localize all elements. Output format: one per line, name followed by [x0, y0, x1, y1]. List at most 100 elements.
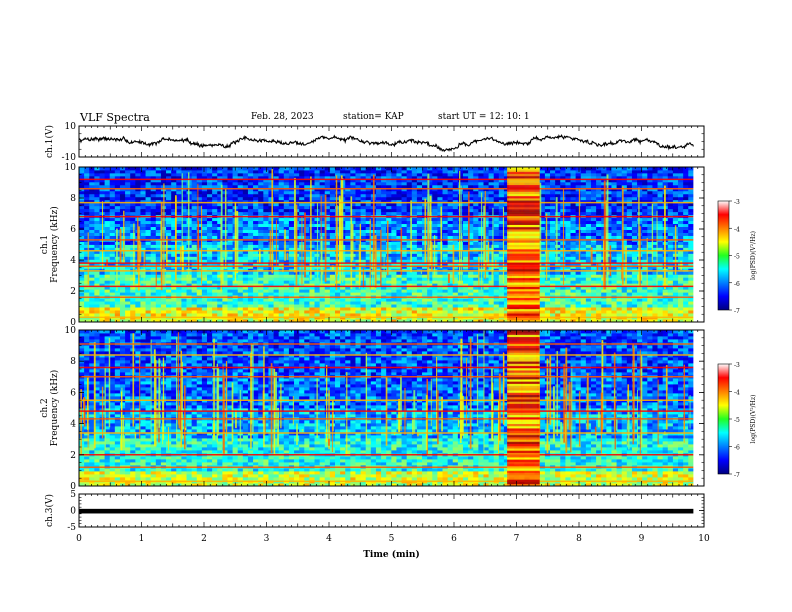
spectrogram-cell: [396, 286, 402, 290]
spectrogram-cell: [268, 262, 274, 266]
spectrogram-cell: [437, 223, 443, 228]
spectrogram-cell: [411, 208, 418, 213]
spectrogram-cell: [212, 202, 218, 207]
spectrogram-cell: [155, 271, 162, 275]
spectrogram-cell: [125, 283, 131, 287]
spectrogram-cell: [391, 217, 397, 222]
spectrogram-cell: [447, 241, 454, 245]
spectrogram-cell: [263, 313, 269, 317]
spectrogram-cell: [626, 301, 633, 305]
spectrogram-cell: [294, 313, 300, 317]
spectrogram-cell: [299, 208, 305, 213]
spectrogram-cell: [657, 223, 664, 228]
spectrogram-cell: [309, 313, 315, 317]
spectrogram-cell: [309, 256, 315, 260]
spectrogram-cell: [678, 208, 684, 213]
spectrogram-cell: [237, 256, 244, 260]
spectrogram-cell: [109, 265, 116, 269]
spectrogram-cell: [166, 289, 172, 293]
spectrogram-cell: [488, 268, 495, 272]
spectrogram-cell: [140, 292, 146, 296]
spectrogram-cell: [442, 235, 449, 239]
spectrogram-cell: [642, 280, 648, 284]
spectrogram-cell: [309, 226, 315, 230]
spectrogram-cell: [206, 289, 213, 293]
spectrogram-cell: [596, 280, 602, 284]
spectrogram-cell: [488, 304, 495, 308]
spectrogram-cell: [462, 310, 469, 314]
spectrogram-cell: [616, 253, 623, 257]
spectrogram-cell: [237, 259, 244, 263]
spectrogram-cell: [135, 298, 141, 302]
spectrogram-cell: [657, 301, 664, 305]
spectrogram-cell: [206, 286, 213, 290]
spectrogram-cell: [319, 301, 326, 305]
spectrogram-cell: [130, 307, 136, 311]
spectrogram-cell: [370, 283, 377, 287]
spectrogram-cell: [227, 220, 233, 225]
spectrogram-cell: [130, 229, 136, 233]
spectrogram-cell: [391, 223, 397, 228]
spectrogram-cell: [437, 286, 443, 290]
spectrogram-cell: [570, 241, 577, 245]
spectrogram-cell: [596, 301, 602, 305]
spectrogram-cell: [483, 226, 489, 230]
spectrogram-cell: [176, 271, 182, 275]
spectrogram-cell: [657, 268, 664, 272]
spectrogram-cell: [396, 313, 402, 317]
spectrogram-cell: [539, 271, 546, 275]
spectrogram-cell: [273, 280, 280, 284]
spectrogram-cell: [222, 274, 228, 278]
spectrogram-cell: [119, 202, 126, 207]
spectrogram-cell: [381, 241, 387, 245]
spectrogram-cell: [130, 262, 136, 266]
spectrogram-cell: [585, 247, 592, 251]
spectrogram-cell: [365, 256, 372, 260]
spectrogram-cell: [299, 202, 305, 207]
spectrogram-cell: [401, 283, 408, 287]
spectrogram-cell: [242, 220, 249, 225]
spectrogram-cell: [375, 232, 382, 236]
spectrogram-cell: [258, 274, 264, 278]
spectrogram-cell: [667, 253, 674, 257]
spectrogram-cell: [580, 286, 587, 290]
spectrogram-cell: [667, 310, 674, 314]
spectrogram-cell: [278, 283, 285, 287]
spectrogram-cell: [473, 286, 479, 290]
spectrogram-cell: [268, 286, 274, 290]
spectrogram-cell: [432, 229, 438, 233]
spectrogram-cell: [657, 283, 664, 287]
spectrogram-cell: [94, 271, 100, 275]
spectrogram-cell: [135, 205, 141, 210]
spectrogram-cell: [283, 274, 290, 278]
spectrogram-cell: [278, 319, 285, 323]
spectrogram-cell: [191, 283, 198, 287]
spectrogram-cell: [350, 274, 356, 278]
spectrogram-cell: [468, 256, 474, 260]
spectrogram-cell: [544, 205, 551, 210]
spectrogram-cell: [119, 298, 126, 302]
spectrogram-cell: [642, 256, 648, 260]
spectrogram-cell: [355, 319, 361, 323]
spectrogram-cell: [550, 283, 556, 287]
spectrogram-cell: [621, 259, 628, 263]
spectrogram-cell: [278, 304, 285, 308]
spectrogram-cell: [611, 241, 617, 245]
spectrogram-cell: [406, 313, 413, 317]
spectrogram-cell: [550, 211, 556, 216]
spectrogram-cell: [422, 310, 428, 314]
spectrogram-cell: [114, 307, 121, 311]
spectrogram-cell: [263, 274, 269, 278]
spectrogram-cell: [140, 220, 146, 225]
spectrogram-cell: [196, 235, 203, 239]
spectrogram-cell: [181, 277, 187, 281]
spectrogram-cell: [611, 262, 617, 266]
spectrogram-cell: [539, 226, 546, 230]
spectrogram-cell: [263, 229, 269, 233]
spectrogram-cell: [125, 265, 131, 269]
spectrogram-cell: [196, 253, 203, 257]
spectrogram-cell: [314, 292, 321, 296]
spectrogram-cell: [462, 205, 469, 210]
spectrogram-cell: [406, 259, 413, 263]
